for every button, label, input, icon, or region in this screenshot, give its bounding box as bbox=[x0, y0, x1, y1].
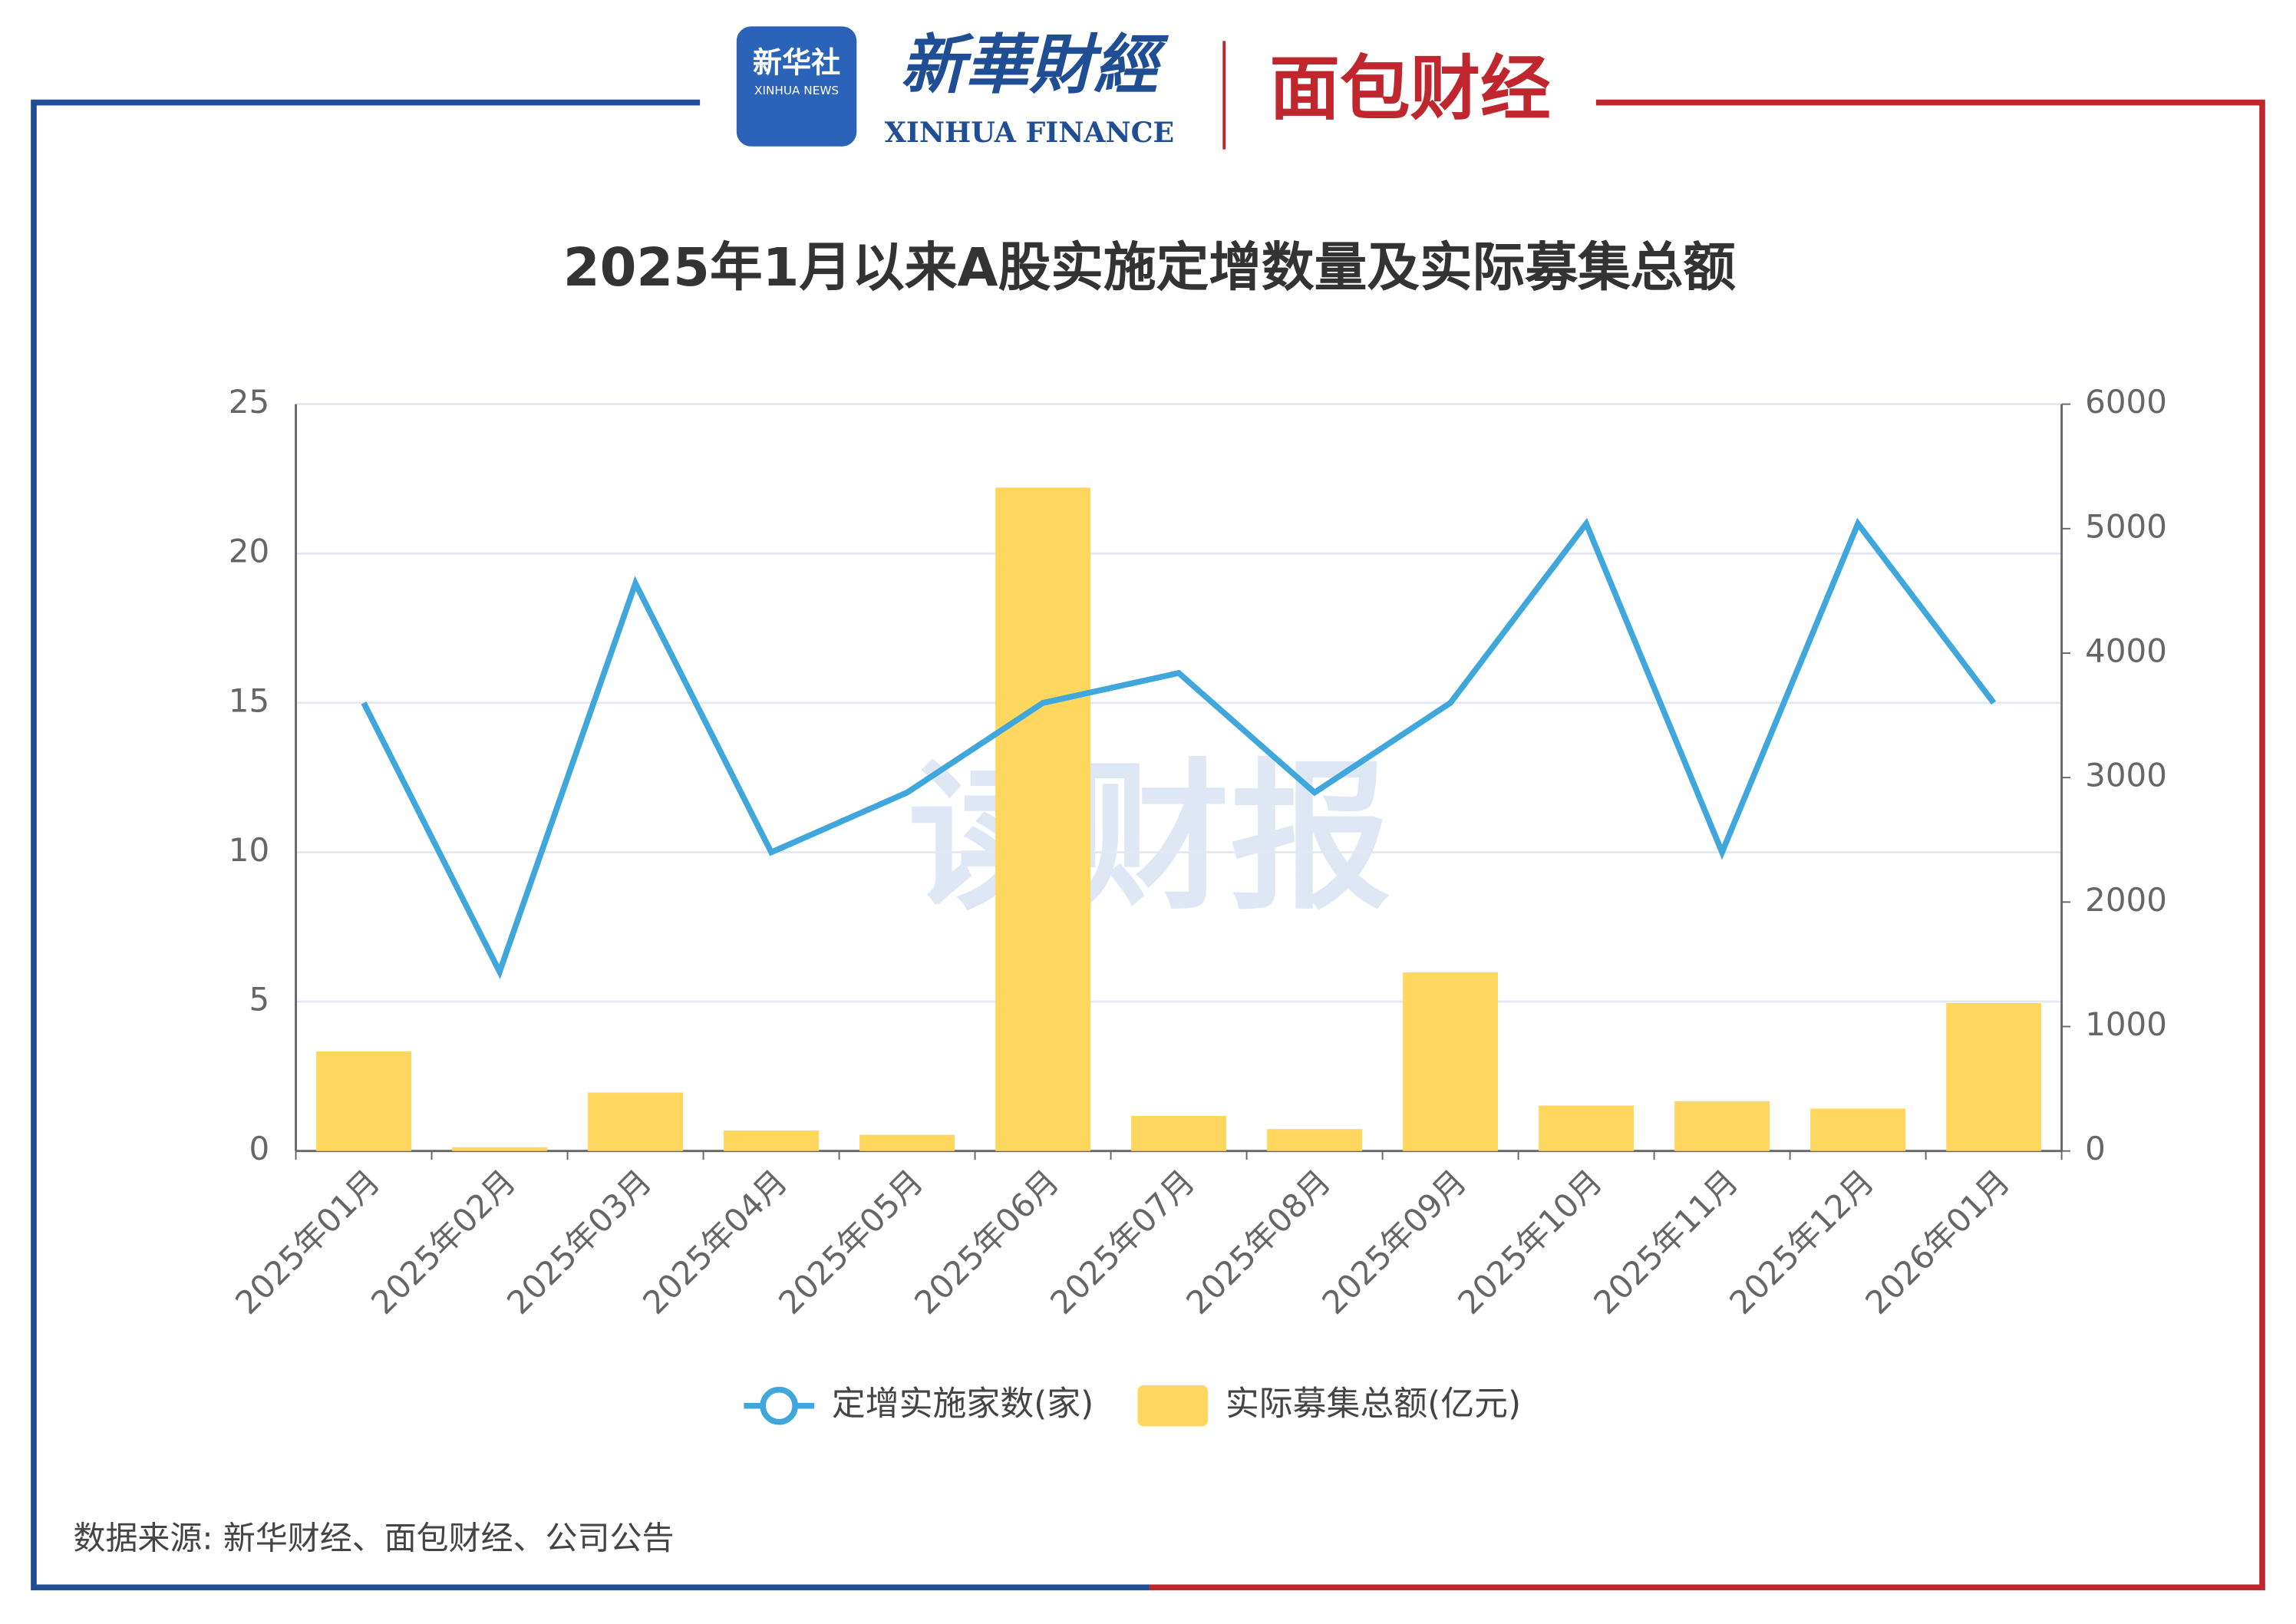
frame-left bbox=[31, 99, 1150, 1591]
logo-sub: XINHUA NEWS bbox=[754, 84, 839, 97]
x-tick-label: 2025年11月 bbox=[1586, 1163, 1745, 1322]
bar bbox=[1267, 1129, 1363, 1151]
x-tick-label: 2025年04月 bbox=[635, 1163, 794, 1322]
watermark: 读财报 bbox=[908, 744, 1391, 932]
frame-right bbox=[1149, 99, 2265, 1591]
x-tick-label: 2025年09月 bbox=[1315, 1163, 1473, 1322]
y2-tick-label: 4000 bbox=[2085, 632, 2167, 669]
logo-box bbox=[736, 26, 857, 147]
bar bbox=[724, 1130, 820, 1151]
y2-tick-label: 0 bbox=[2085, 1130, 2106, 1167]
legend-label: 实际募集总额(亿元) bbox=[1226, 1385, 1521, 1424]
logo: 面包财经 bbox=[1269, 48, 1550, 130]
bar bbox=[316, 1051, 411, 1151]
y-tick-label: 5 bbox=[249, 981, 269, 1018]
x-tick-label: 2025年12月 bbox=[1722, 1163, 1881, 1322]
y-tick-label: 0 bbox=[249, 1130, 269, 1167]
logo: 新華財經 bbox=[901, 27, 1169, 103]
y-tick-label: 25 bbox=[229, 383, 269, 421]
x-tick-label: 2025年10月 bbox=[1450, 1163, 1609, 1322]
logo: 新华社 bbox=[753, 45, 840, 79]
legend-label: 定增实施家数(家) bbox=[832, 1385, 1094, 1424]
x-tick-label: 2025年07月 bbox=[1043, 1163, 1202, 1322]
x-tick-label: 2025年08月 bbox=[1179, 1163, 1338, 1322]
bar bbox=[1403, 972, 1499, 1151]
legend-marker bbox=[760, 1386, 798, 1425]
y2-tick-label: 6000 bbox=[2085, 383, 2167, 421]
y-tick-label: 10 bbox=[229, 831, 269, 869]
y2-tick-label: 2000 bbox=[2085, 881, 2167, 919]
y2-tick-label: 3000 bbox=[2085, 757, 2167, 794]
bar bbox=[452, 1147, 547, 1151]
x-tick-label: 2026年01月 bbox=[1858, 1163, 2017, 1322]
chart-title: 2025年1月以来A股实施定增数量及实际募集总额 bbox=[563, 237, 1736, 299]
bar bbox=[588, 1092, 683, 1151]
logo-sub: XINHUA FINANCE bbox=[885, 116, 1174, 149]
x-tick-label: 2025年02月 bbox=[364, 1163, 523, 1322]
bar bbox=[995, 487, 1091, 1151]
source: 数据来源: 新华财经、面包财经、公司公告 bbox=[74, 1520, 675, 1557]
y2-tick-label: 1000 bbox=[2085, 1005, 2167, 1043]
legend-swatch bbox=[1137, 1385, 1209, 1427]
y-tick-label: 15 bbox=[229, 682, 269, 719]
line bbox=[361, 517, 1997, 979]
bar bbox=[1131, 1115, 1227, 1151]
bar bbox=[859, 1134, 955, 1151]
x-tick-label: 2025年05月 bbox=[771, 1163, 930, 1322]
x-tick-label: 2025年03月 bbox=[500, 1163, 658, 1322]
bar bbox=[1946, 1003, 2042, 1151]
bar bbox=[1674, 1101, 1770, 1151]
bar bbox=[1810, 1108, 1906, 1151]
x-tick-label: 2025年01月 bbox=[228, 1163, 387, 1322]
y2-tick-label: 5000 bbox=[2085, 507, 2167, 545]
y-tick-label: 20 bbox=[229, 533, 269, 570]
bar bbox=[1539, 1105, 1635, 1151]
x-tick-label: 2025年06月 bbox=[907, 1163, 1066, 1322]
